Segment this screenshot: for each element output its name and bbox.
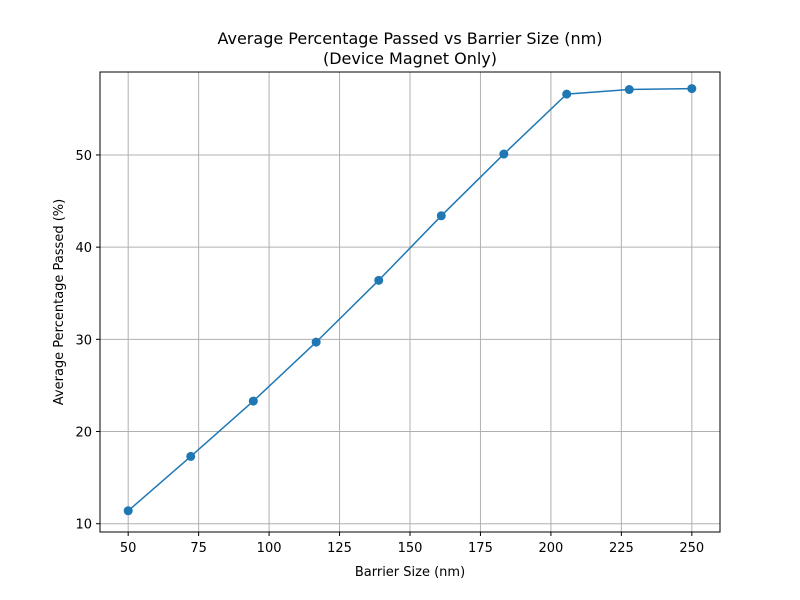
data-series — [123, 84, 697, 516]
x-tick-label: 225 — [609, 541, 634, 556]
x-tick-label: 175 — [468, 541, 493, 556]
y-tick-label: 10 — [75, 518, 92, 533]
data-point — [311, 337, 321, 347]
grid-lines — [100, 72, 720, 532]
data-point — [186, 451, 196, 461]
y-axis-label: Average Percentage Passed (%) — [52, 199, 67, 405]
x-tick-label: 200 — [538, 541, 563, 556]
chart-title: Average Percentage Passed vs Barrier Siz… — [217, 29, 602, 48]
x-tick-label: 150 — [398, 541, 423, 556]
x-tick-label: 125 — [327, 541, 352, 556]
x-tick-label: 75 — [190, 541, 207, 556]
y-tick-label: 50 — [75, 149, 92, 164]
data-point — [687, 84, 697, 94]
x-tick-label: 100 — [257, 541, 282, 556]
y-tick-label: 20 — [75, 426, 92, 441]
x-axis-ticks: 50 75 100 125 150 175 200 225 250 — [120, 532, 704, 556]
x-tick-label: 250 — [679, 541, 704, 556]
x-axis-label: Barrier Size (nm) — [355, 565, 465, 580]
y-tick-label: 30 — [75, 333, 92, 348]
series-line — [127, 87, 692, 512]
y-tick-label: 40 — [75, 241, 92, 256]
data-point — [248, 396, 258, 406]
chart-subtitle: (Device Magnet Only) — [323, 49, 497, 68]
data-point — [436, 211, 446, 221]
data-point — [499, 149, 509, 159]
data-point — [374, 275, 384, 285]
data-point — [624, 85, 634, 95]
data-point — [123, 506, 133, 516]
x-tick-label: 50 — [120, 541, 137, 556]
data-point — [562, 89, 572, 99]
y-axis-ticks: 10 20 30 40 50 — [75, 149, 100, 533]
